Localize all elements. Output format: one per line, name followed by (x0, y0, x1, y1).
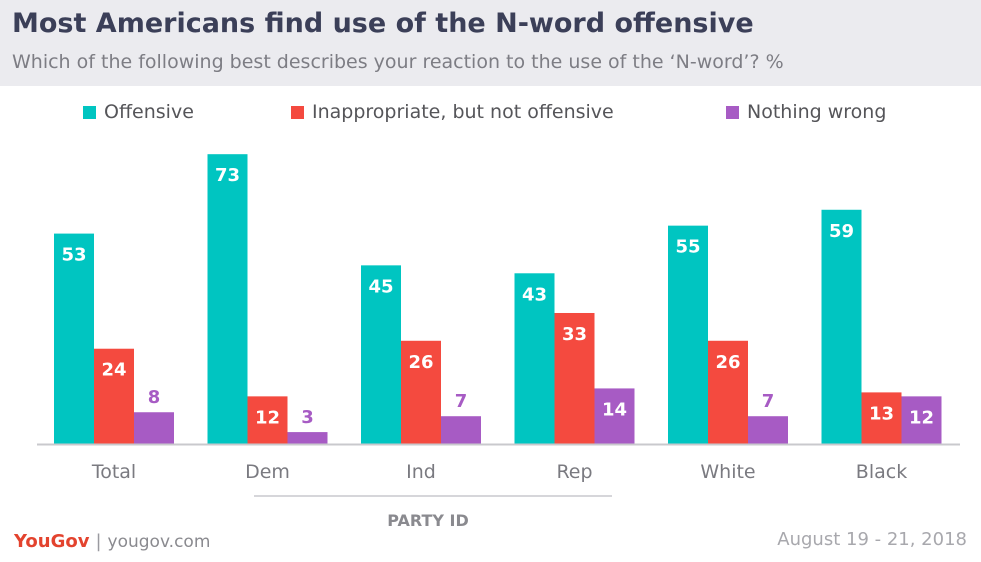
bar-black-series-2 (901, 396, 942, 444)
legend-item-nothing-wrong: Nothing wrong (726, 98, 886, 126)
bar-total-series-0 (54, 233, 94, 444)
x-tick-label-rep: Rep (556, 461, 592, 483)
bar-chart: 53 24 8 Total 73 12 3 Dem 45 26 7 Ind 43 33 14 Rep 55 26 7… (37, 154, 960, 530)
bar-rep-series-1 (554, 312, 595, 444)
legend-item-offensive: Offensive (83, 98, 194, 126)
x-tick-label-dem: Dem (245, 461, 290, 483)
data-label-black-series-2: 12 (909, 407, 934, 428)
bar-ind-series-0 (361, 265, 401, 444)
bar-white-series-0 (668, 225, 708, 444)
data-label-black-series-1: 13 (869, 403, 894, 424)
bar-rep-series-2 (594, 388, 635, 444)
x-tick-label-ind: Ind (406, 461, 436, 483)
data-label-white-series-0: 55 (675, 237, 700, 258)
bar-rep-series-0 (514, 273, 555, 444)
brand-separator: | (95, 531, 102, 552)
data-label-rep-series-1: 33 (562, 324, 587, 345)
data-label-ind-series-2: 7 (455, 391, 468, 412)
data-label-dem-series-2: 3 (301, 407, 314, 428)
data-label-ind-series-1: 26 (408, 352, 433, 373)
chart-title: Most Americans find use of the N-word of… (12, 8, 754, 39)
brand: YouGov | yougov.com (14, 531, 210, 552)
bar-dem-series-1 (247, 396, 288, 444)
bar-total-series-2 (134, 412, 174, 444)
legend-swatch-nothing-wrong (726, 105, 739, 119)
data-label-rep-series-2: 14 (602, 399, 627, 420)
x-tick-label-total: Total (91, 461, 136, 483)
data-label-black-series-0: 59 (829, 221, 854, 242)
party-id-group-label: PARTY ID (387, 511, 469, 530)
x-tick-label-black: Black (856, 461, 907, 483)
data-label-dem-series-0: 73 (215, 165, 240, 186)
data-label-ind-series-0: 45 (368, 276, 393, 297)
legend-swatch-offensive (83, 105, 96, 119)
data-label-white-series-2: 7 (762, 391, 775, 412)
bar-dem-series-0 (207, 154, 248, 444)
data-label-white-series-1: 26 (715, 352, 740, 373)
bar-white-series-2 (748, 416, 788, 444)
brand-url: yougov.com (107, 531, 211, 552)
bar-black-series-1 (861, 392, 902, 444)
data-label-total-series-1: 24 (101, 360, 126, 381)
chart-legend: Offensive Inappropriate, but not offensi… (0, 98, 981, 126)
legend-swatch-inappropriate (291, 105, 304, 119)
legend-item-inappropriate: Inappropriate, but not offensive (291, 98, 614, 126)
chart-header: Most Americans find use of the N-word of… (0, 0, 981, 86)
data-label-rep-series-0: 43 (522, 284, 547, 305)
legend-label-inappropriate: Inappropriate, but not offensive (312, 101, 614, 123)
survey-date: August 19 - 21, 2018 (777, 529, 967, 550)
legend-label-nothing-wrong: Nothing wrong (747, 101, 887, 123)
data-label-dem-series-1: 12 (255, 407, 280, 428)
bar-dem-series-2 (287, 432, 328, 444)
bar-ind-series-2 (441, 416, 481, 444)
yougov-logo: YouGov (14, 531, 90, 552)
x-tick-label-white: White (700, 461, 755, 483)
data-label-total-series-0: 53 (61, 245, 86, 266)
data-label-total-series-2: 8 (148, 387, 161, 408)
bar-total-series-1 (94, 348, 134, 444)
bar-white-series-1 (708, 340, 748, 444)
chart-subtitle: Which of the following best describes yo… (12, 51, 784, 73)
legend-label-offensive: Offensive (104, 101, 194, 123)
bar-ind-series-1 (401, 340, 441, 444)
bar-black-series-0 (821, 209, 862, 444)
